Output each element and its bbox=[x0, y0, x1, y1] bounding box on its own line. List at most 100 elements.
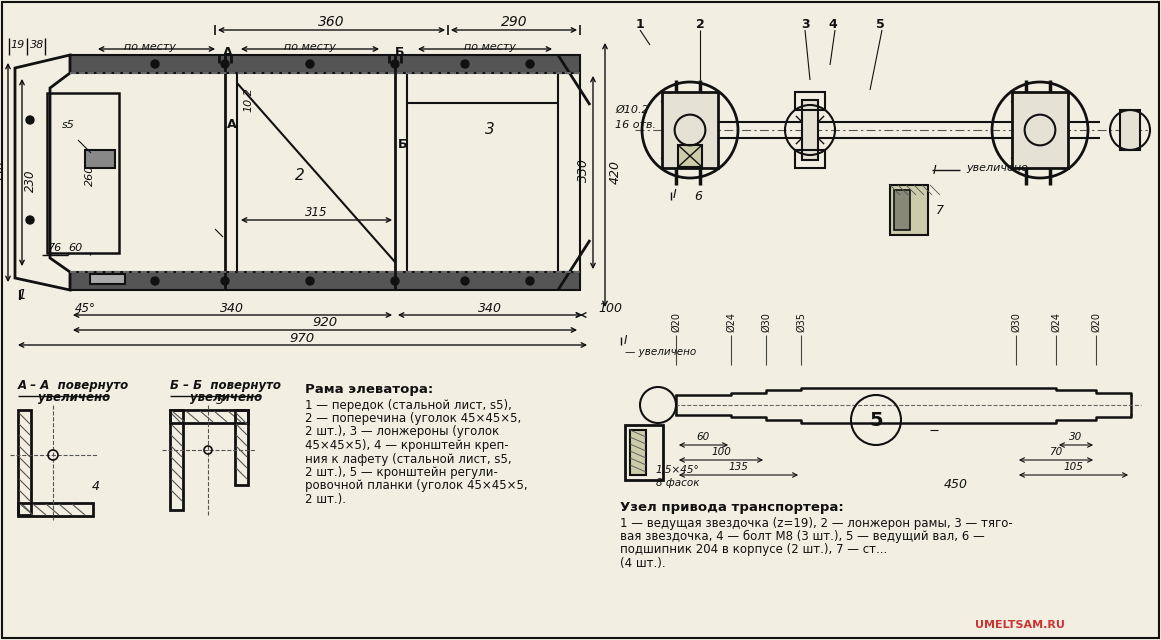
Text: 38: 38 bbox=[30, 40, 44, 50]
Text: I: I bbox=[933, 163, 937, 177]
Text: 10.2: 10.2 bbox=[243, 88, 253, 113]
Bar bbox=[678, 145, 702, 167]
Text: 970: 970 bbox=[289, 332, 315, 344]
Text: 5: 5 bbox=[870, 410, 882, 429]
Circle shape bbox=[26, 216, 34, 224]
Text: по месту: по месту bbox=[284, 42, 336, 52]
Text: 4: 4 bbox=[829, 19, 837, 31]
Text: 420: 420 bbox=[608, 160, 621, 184]
Text: Б – Б  повернуто: Б – Б повернуто bbox=[170, 378, 281, 392]
Text: 290: 290 bbox=[500, 15, 527, 29]
Text: увеличено: увеличено bbox=[190, 392, 262, 404]
Bar bbox=[19, 410, 31, 515]
Bar bbox=[802, 100, 819, 160]
Text: 330: 330 bbox=[577, 158, 590, 182]
Bar bbox=[894, 190, 910, 230]
Circle shape bbox=[391, 277, 399, 285]
Text: s5: s5 bbox=[62, 120, 74, 130]
Text: вая звездочка, 4 — болт M8 (3 шт.), 5 — ведущий вал, 6 —: вая звездочка, 4 — болт M8 (3 шт.), 5 — … bbox=[620, 530, 985, 543]
Text: ровочной планки (уголок 45×45×5,: ровочной планки (уголок 45×45×5, bbox=[305, 479, 527, 493]
Text: Ø20: Ø20 bbox=[1091, 312, 1101, 332]
Bar bbox=[558, 73, 580, 272]
Text: 2 шт.), 5 — кронштейн регули-: 2 шт.), 5 — кронштейн регули- bbox=[305, 466, 498, 479]
Circle shape bbox=[461, 60, 469, 68]
Text: 16 отв.: 16 отв. bbox=[615, 120, 656, 130]
Text: 100: 100 bbox=[598, 301, 622, 314]
Text: А – А  повернуто: А – А повернуто bbox=[19, 378, 129, 392]
Text: Ø10.2: Ø10.2 bbox=[615, 105, 649, 115]
Text: 45°: 45° bbox=[74, 301, 95, 314]
Text: Б: Б bbox=[395, 47, 405, 60]
Circle shape bbox=[221, 60, 229, 68]
Circle shape bbox=[526, 60, 534, 68]
Text: Ø35: Ø35 bbox=[796, 312, 806, 332]
Text: 1 — передок (стальной лист, s5),: 1 — передок (стальной лист, s5), bbox=[305, 399, 512, 412]
Circle shape bbox=[307, 60, 313, 68]
Text: 2 шт.).: 2 шт.). bbox=[305, 493, 346, 506]
Bar bbox=[662, 92, 717, 168]
Circle shape bbox=[26, 116, 34, 124]
Bar bbox=[85, 150, 115, 168]
Text: 5: 5 bbox=[875, 19, 885, 31]
Text: Ø30: Ø30 bbox=[1011, 312, 1021, 332]
Circle shape bbox=[461, 277, 469, 285]
Polygon shape bbox=[70, 272, 580, 290]
Text: 3: 3 bbox=[485, 122, 495, 138]
Bar bbox=[46, 93, 118, 253]
Text: 1,5×45°: 1,5×45° bbox=[656, 465, 700, 475]
Text: 330: 330 bbox=[0, 160, 7, 184]
Text: Рама элеватора:: Рама элеватора: bbox=[305, 383, 433, 397]
Text: 2: 2 bbox=[295, 168, 305, 182]
Bar bbox=[1012, 92, 1068, 168]
Bar bbox=[170, 410, 248, 423]
Text: Б: Б bbox=[398, 138, 408, 152]
Text: по месту: по месту bbox=[464, 42, 515, 52]
Text: 340: 340 bbox=[478, 301, 502, 314]
Text: 7: 7 bbox=[936, 204, 944, 216]
Text: 60: 60 bbox=[697, 432, 709, 442]
Text: 2: 2 bbox=[695, 19, 705, 31]
Bar bbox=[795, 92, 825, 110]
Circle shape bbox=[526, 277, 534, 285]
Text: 19: 19 bbox=[10, 40, 26, 50]
Text: 260: 260 bbox=[85, 164, 95, 186]
Text: 4: 4 bbox=[92, 481, 100, 493]
Text: A: A bbox=[223, 47, 233, 60]
Text: 30: 30 bbox=[1069, 432, 1082, 442]
Bar bbox=[1120, 110, 1140, 150]
Text: 340: 340 bbox=[219, 301, 244, 314]
Text: 315: 315 bbox=[304, 207, 327, 220]
Text: подшипник 204 в корпусе (2 шт.), 7 — ст...: подшипник 204 в корпусе (2 шт.), 7 — ст.… bbox=[620, 543, 887, 557]
Text: ния к лафету (стальной лист, s5,: ния к лафету (стальной лист, s5, bbox=[305, 452, 512, 465]
Bar bbox=[235, 410, 248, 485]
Text: 45×45×5), 4 — кронштейн креп-: 45×45×5), 4 — кронштейн креп- bbox=[305, 439, 509, 452]
Text: 1: 1 bbox=[17, 288, 27, 302]
Text: UMELTSAM.RU: UMELTSAM.RU bbox=[975, 620, 1065, 630]
Text: 135: 135 bbox=[728, 462, 748, 472]
Text: — увеличено: — увеличено bbox=[625, 347, 697, 357]
Text: A: A bbox=[228, 118, 237, 131]
Text: 360: 360 bbox=[318, 15, 345, 29]
Bar bbox=[630, 430, 646, 475]
Text: Ø20: Ø20 bbox=[671, 312, 682, 332]
Bar bbox=[890, 185, 928, 235]
Text: 5: 5 bbox=[216, 394, 224, 406]
Text: 70: 70 bbox=[1050, 447, 1062, 457]
Text: Узел привода транспортера:: Узел привода транспортера: bbox=[620, 502, 844, 515]
Text: 76: 76 bbox=[48, 243, 63, 253]
Text: I: I bbox=[673, 189, 677, 202]
Text: Ø24: Ø24 bbox=[1051, 312, 1061, 332]
Circle shape bbox=[151, 60, 159, 68]
Text: 1 — ведущая звездочка (z=19), 2 — лонжерон рамы, 3 — тяго-: 1 — ведущая звездочка (z=19), 2 — лонжер… bbox=[620, 516, 1012, 529]
Text: 3: 3 bbox=[801, 19, 809, 31]
Text: 8 фасок: 8 фасок bbox=[656, 478, 699, 488]
Text: 230: 230 bbox=[23, 170, 36, 192]
Text: 2 шт.), 3 — лонжероны (уголок: 2 шт.), 3 — лонжероны (уголок bbox=[305, 426, 499, 438]
Bar bbox=[19, 503, 93, 516]
Bar bbox=[795, 150, 825, 168]
Circle shape bbox=[221, 277, 229, 285]
Text: Ø24: Ø24 bbox=[726, 312, 736, 332]
Bar bbox=[91, 274, 125, 284]
Text: 2 — поперечина (уголок 45×45×5,: 2 — поперечина (уголок 45×45×5, bbox=[305, 412, 521, 425]
Polygon shape bbox=[70, 55, 580, 73]
